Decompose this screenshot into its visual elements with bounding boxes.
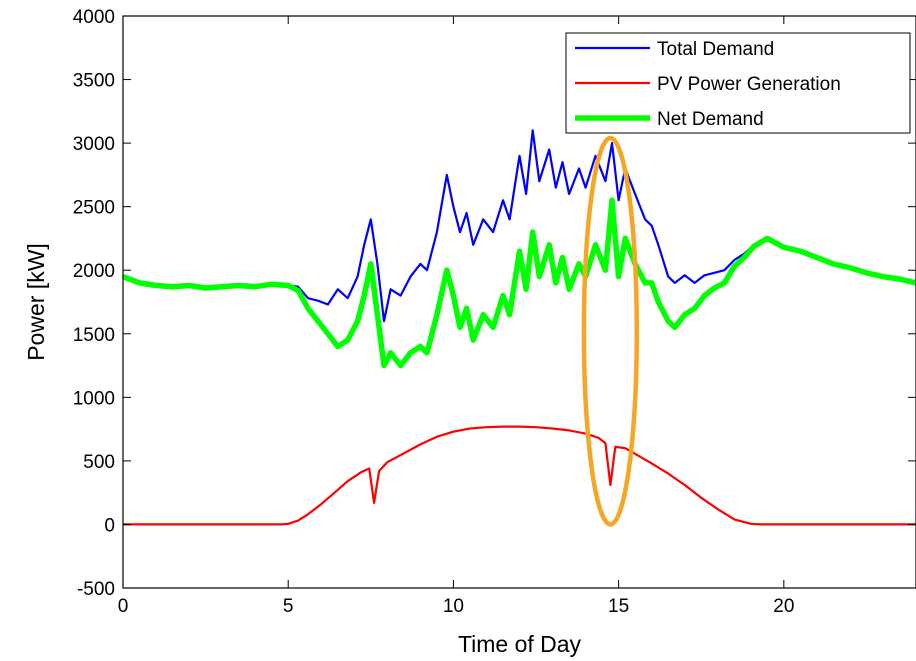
legend-label: Total Demand xyxy=(657,39,774,60)
x-tick-label: 20 xyxy=(773,596,794,617)
x-axis-label: Time of Day xyxy=(458,631,582,657)
y-tick-label: 3000 xyxy=(73,134,115,155)
y-axis-label: Power [kW] xyxy=(23,243,49,361)
x-tick-label: 5 xyxy=(283,596,294,617)
y-tick-label: 0 xyxy=(104,515,115,536)
x-tick-label: 15 xyxy=(608,596,629,617)
highlight-ellipse xyxy=(581,135,640,527)
y-tick-label: 3500 xyxy=(73,71,115,92)
y-tick-label: 500 xyxy=(83,452,115,473)
plot-area xyxy=(123,129,916,527)
x-tick-label: 10 xyxy=(443,596,464,617)
y-tick-label: 1000 xyxy=(73,388,115,409)
series-line-net-demand xyxy=(123,197,916,369)
y-tick-label: 2500 xyxy=(73,198,115,219)
y-tick-label: 2000 xyxy=(73,261,115,282)
y-tick-label: -500 xyxy=(77,579,115,600)
y-tick-label: 4000 xyxy=(73,7,115,28)
legend-label: Net Demand xyxy=(657,109,764,130)
legend: Total Demand PV Power Generation Net Deman… xyxy=(565,32,911,134)
series-line-pv-power-generation xyxy=(123,425,916,526)
legend-label: PV Power Generation xyxy=(657,74,841,95)
axes-frame xyxy=(122,15,916,589)
x-tick-label: 0 xyxy=(118,596,129,617)
series-line-total-demand xyxy=(123,129,916,323)
axes: 0 5 10 15 20-5000500100015002000250030003500… xyxy=(73,7,916,617)
y-tick-label: 1500 xyxy=(73,325,115,346)
